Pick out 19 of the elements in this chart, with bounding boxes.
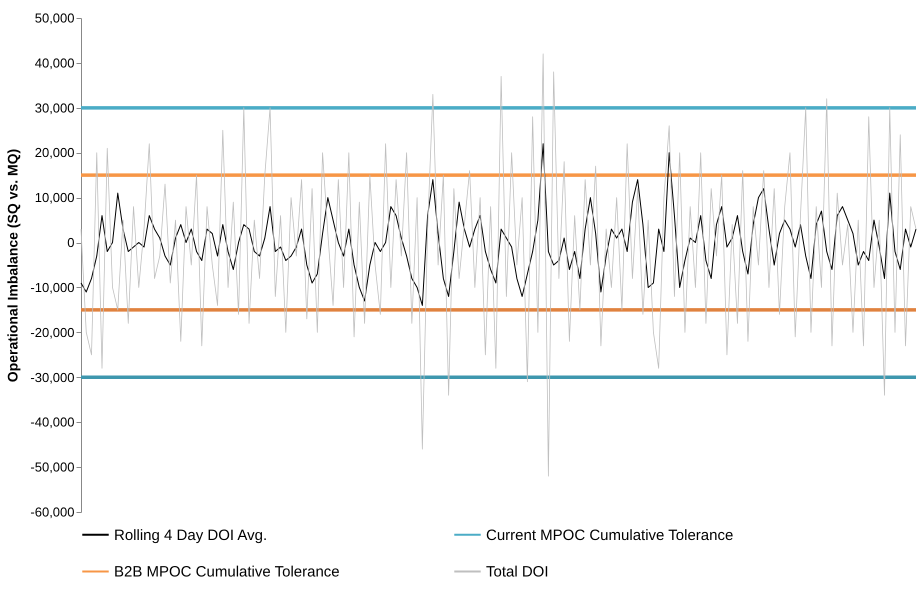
y-tick-label: -20,000 [30, 324, 74, 340]
y-axis-title: Operational Imbalance (SQ vs. MQ) [4, 148, 20, 382]
y-tick-label: 40,000 [34, 55, 74, 70]
y-tick-label: -40,000 [30, 414, 74, 430]
y-tick-label: 0 [67, 235, 74, 250]
line-series [80, 54, 916, 476]
y-tick-label: -30,000 [30, 370, 74, 385]
y-tick-label: 30,000 [34, 100, 74, 116]
y-tick-label: -10,000 [30, 280, 74, 295]
y-tick-label: -60,000 [30, 504, 74, 520]
legend-label: B2B MPOC Cumulative Tolerance [114, 564, 340, 580]
y-tick-label: 20,000 [34, 145, 74, 160]
line-series [80, 143, 916, 306]
legend-label: Rolling 4 Day DOI Avg. [114, 526, 268, 544]
y-tick-label: 50,000 [34, 10, 74, 26]
legend-label: Total DOI [486, 564, 549, 580]
legend-label: Current MPOC Cumulative Tolerance [486, 526, 734, 544]
y-tick-label: -50,000 [30, 460, 74, 475]
y-tick-label: 10,000 [34, 190, 74, 206]
